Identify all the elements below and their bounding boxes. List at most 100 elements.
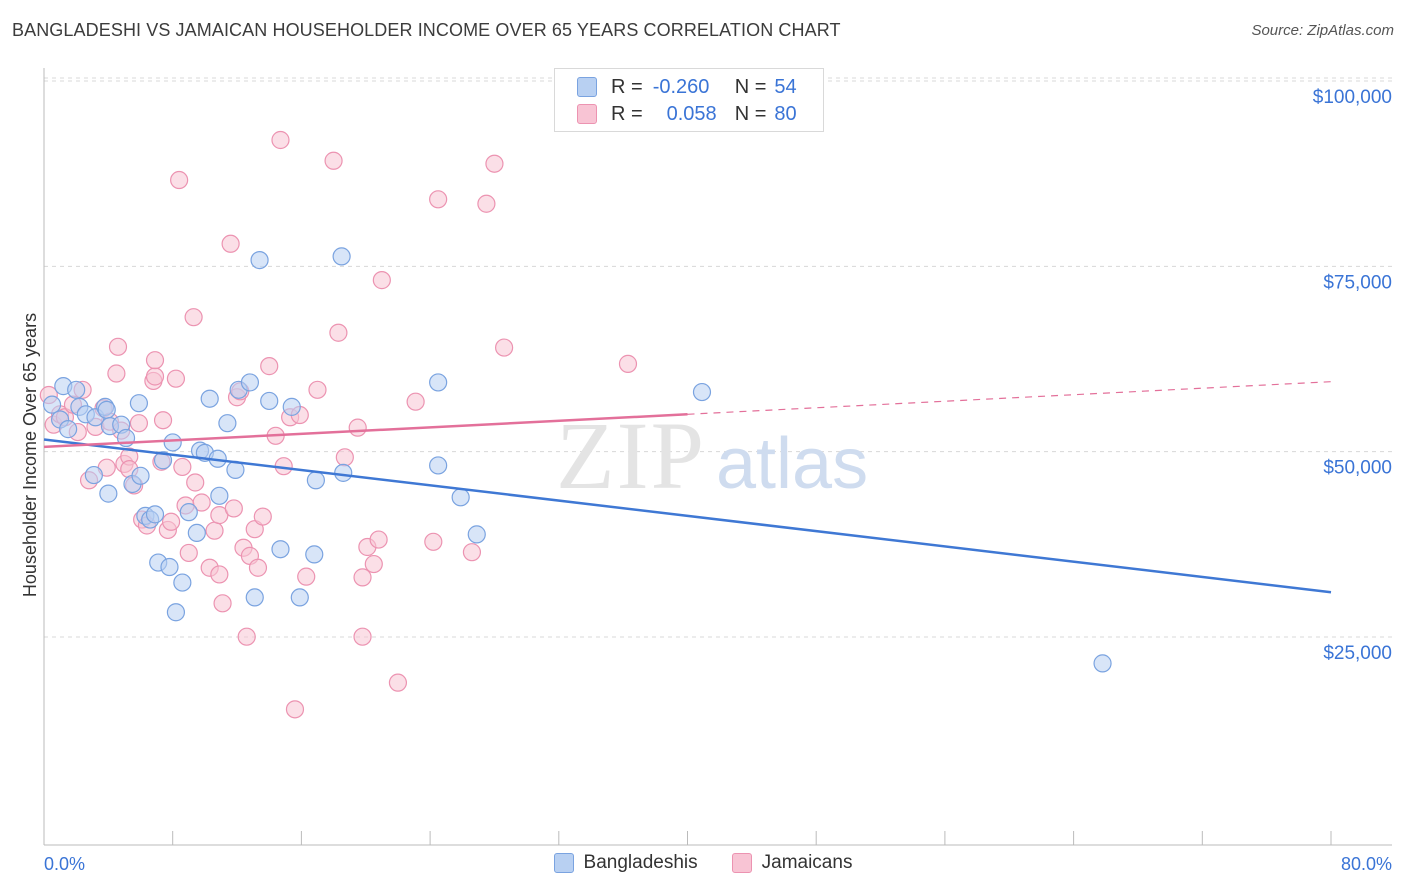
point-bangladeshis — [1093, 654, 1112, 673]
point-jamaicans — [353, 568, 372, 587]
point-jamaicans — [406, 392, 425, 411]
legend-n-value: 80 — [774, 102, 797, 125]
correlation-legend: R = -0.260 N = 54 R = 0.058 N = 80 — [554, 68, 824, 132]
point-bangladeshis — [290, 588, 309, 607]
legend-n-label: N = — [734, 75, 767, 98]
axes — [43, 68, 1392, 846]
point-bangladeshis — [429, 456, 448, 475]
point-jamaicans — [153, 411, 173, 430]
point-bangladeshis — [131, 466, 150, 485]
point-jamaicans — [348, 418, 367, 437]
point-bangladeshis — [218, 414, 237, 433]
chart-title: BANGLADESHI VS JAMAICAN HOUSEHOLDER INCO… — [12, 20, 841, 40]
point-jamaicans — [329, 323, 348, 342]
y-tick-label: $100,000 — [1313, 87, 1392, 108]
point-jamaicans — [253, 507, 272, 526]
legend-label: Bangladeshis — [583, 852, 698, 873]
point-bangladeshis — [42, 395, 62, 414]
legend-n-value: 54 — [774, 75, 797, 98]
point-bangladeshis — [245, 588, 264, 607]
trend-line-bangladeshis — [43, 438, 1332, 594]
point-jamaicans — [388, 673, 408, 692]
point-jamaicans — [485, 154, 504, 173]
point-bangladeshis — [67, 380, 86, 399]
point-bangladeshis — [97, 400, 116, 419]
point-jamaicans — [260, 357, 279, 376]
point-bangladeshis — [271, 540, 290, 559]
point-jamaicans — [335, 448, 354, 467]
point-jamaicans — [271, 130, 290, 150]
point-jamaicans — [372, 271, 391, 290]
point-bangladeshis — [210, 486, 229, 505]
legend-item-bangladeshis[interactable]: Bangladeshis — [553, 852, 698, 874]
trend-line-jamaicans-extrapolated — [687, 381, 1332, 415]
x-tick-max: 80.0% — [1341, 854, 1392, 874]
point-bangladeshis — [250, 250, 269, 270]
point-bangladeshis — [429, 373, 448, 392]
x-tick-min: 0.0% — [44, 854, 85, 874]
point-jamaicans — [161, 512, 181, 531]
point-jamaicans — [353, 627, 372, 646]
point-bangladeshis — [129, 394, 149, 413]
point-jamaicans — [462, 543, 482, 562]
point-bangladeshis — [179, 503, 198, 522]
point-jamaicans — [297, 567, 316, 586]
legend-n-label: N = — [734, 102, 767, 125]
point-bangladeshis — [467, 525, 486, 544]
point-jamaicans — [429, 190, 448, 209]
watermark-atlas: atlas — [716, 424, 868, 504]
point-jamaicans — [369, 530, 388, 549]
point-jamaicans — [108, 337, 128, 356]
y-tick-label: $25,000 — [1323, 643, 1392, 664]
point-jamaicans — [129, 414, 149, 433]
point-bangladeshis — [692, 382, 712, 402]
point-bangladeshis — [305, 545, 324, 564]
legend-swatch-blue — [553, 853, 574, 873]
point-jamaicans — [210, 565, 229, 584]
point-bangladeshis — [282, 397, 301, 416]
point-bangladeshis — [200, 389, 219, 408]
legend-swatch-blue — [577, 77, 597, 97]
point-jamaicans — [248, 558, 268, 577]
point-jamaicans — [224, 499, 243, 518]
y-tick-label: $75,000 — [1323, 272, 1392, 293]
y-tick-labels: $25,000 $50,000 $75,000 $100,000 — [1313, 87, 1392, 664]
point-jamaicans — [237, 627, 256, 646]
chart-source: Source: ZipAtlas.com — [1251, 22, 1394, 39]
point-bangladeshis — [306, 471, 325, 490]
point-jamaicans — [285, 700, 305, 719]
series-legend: Bangladeshis Jamaicans — [0, 852, 1406, 874]
point-bangladeshis — [334, 463, 353, 482]
point-bangladeshis — [163, 433, 182, 452]
point-bangladeshis — [451, 488, 470, 507]
point-jamaicans — [107, 364, 126, 383]
point-jamaicans — [192, 493, 211, 512]
legend-r-value: 0.058 — [666, 102, 717, 125]
point-bangladeshis — [153, 451, 173, 470]
point-jamaicans — [324, 151, 343, 170]
point-jamaicans — [145, 367, 165, 386]
point-jamaicans — [205, 521, 224, 540]
point-bangladeshis — [173, 573, 192, 592]
point-bangladeshis — [187, 523, 206, 543]
point-jamaicans — [179, 543, 198, 563]
point-jamaicans — [170, 170, 189, 190]
point-jamaicans — [308, 380, 327, 399]
point-bangladeshis — [166, 603, 186, 622]
point-jamaicans — [186, 473, 205, 492]
legend-swatch-pink — [577, 104, 597, 124]
y-axis-label: Householder Income Over 65 years — [20, 313, 40, 597]
point-jamaicans — [184, 308, 203, 327]
point-bangladeshis — [99, 484, 118, 503]
trend-line-jamaicans — [43, 413, 688, 449]
legend-item-jamaicans[interactable]: Jamaicans — [731, 852, 853, 874]
point-bangladeshis — [240, 373, 260, 392]
legend-label: Jamaicans — [761, 852, 853, 873]
point-bangladeshis — [84, 465, 103, 485]
y-tick-label: $50,000 — [1323, 458, 1392, 479]
point-bangladeshis — [160, 557, 179, 577]
point-bangladeshis — [260, 391, 279, 411]
point-jamaicans — [477, 194, 496, 213]
point-jamaicans — [364, 554, 383, 574]
